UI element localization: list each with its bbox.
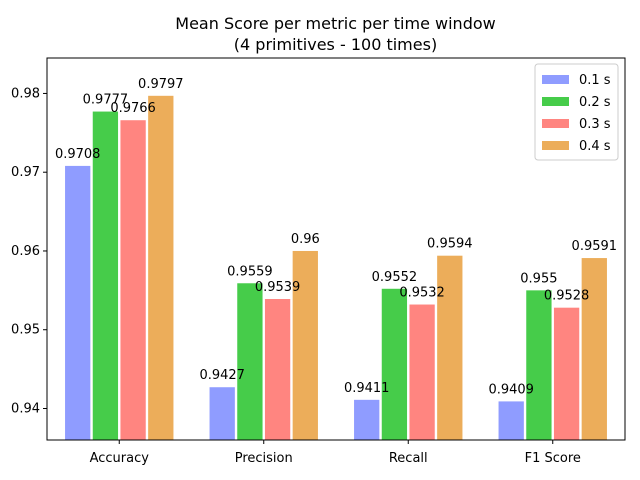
bar <box>409 304 435 440</box>
y-axis: 0.94 0.95 0.96 0.97 0.98 <box>11 86 47 416</box>
bar <box>437 255 463 440</box>
chart-title: Mean Score per metric per time window (4… <box>175 14 495 54</box>
bar-value-label: 0.96 <box>291 232 320 247</box>
x-tick-label: Accuracy <box>90 451 150 466</box>
subtitle-line: (4 primitives - 100 times) <box>234 35 437 54</box>
bar-value-label: 0.9594 <box>427 237 473 252</box>
y-tick-label: 0.98 <box>11 86 40 101</box>
bar-value-label: 0.9591 <box>572 239 618 254</box>
legend-label: 0.3 s <box>579 117 611 132</box>
title-line: Mean Score per metric per time window <box>175 14 495 33</box>
x-tick-label: F1 Score <box>525 451 581 466</box>
bar-value-label: 0.9409 <box>488 382 534 397</box>
bar <box>581 258 607 440</box>
x-tick-label: Precision <box>235 451 293 466</box>
bar <box>148 95 174 440</box>
bar <box>209 387 235 440</box>
legend-swatch <box>542 97 569 106</box>
legend-label: 0.1 s <box>579 73 611 88</box>
bar <box>526 290 552 440</box>
bar <box>381 288 408 440</box>
x-tick-label: Recall <box>389 451 428 466</box>
legend-swatch <box>542 141 569 150</box>
legend-label: 0.4 s <box>579 139 611 154</box>
bar <box>354 399 380 440</box>
bar-value-label: 0.9532 <box>399 286 445 301</box>
bar-value-labels: 0.97080.97770.97660.97970.94270.95590.95… <box>55 77 617 398</box>
bar-value-label: 0.9777 <box>83 93 129 108</box>
y-tick-label: 0.95 <box>11 323 40 338</box>
y-tick-label: 0.97 <box>11 165 40 180</box>
bar-value-label: 0.955 <box>520 271 557 286</box>
x-axis: Accuracy Precision Recall F1 Score <box>90 440 581 466</box>
bar-value-label: 0.9528 <box>544 289 590 304</box>
bar-value-label: 0.9559 <box>227 264 273 279</box>
bar <box>65 165 91 440</box>
legend: 0.1 s 0.2 s 0.3 s 0.4 s <box>534 63 619 161</box>
y-tick-label: 0.96 <box>11 244 40 259</box>
legend-label: 0.2 s <box>579 95 611 110</box>
bar-value-label: 0.9797 <box>138 77 184 92</box>
bar-value-label: 0.9552 <box>372 270 418 285</box>
bar-value-label: 0.9708 <box>55 147 101 162</box>
legend-frame <box>534 63 619 161</box>
legend-swatch <box>542 75 569 84</box>
bar <box>237 283 263 440</box>
bar <box>264 299 291 440</box>
bar-value-label: 0.9539 <box>255 280 301 295</box>
bar <box>120 120 146 440</box>
bar-value-label: 0.9427 <box>199 368 245 383</box>
bar <box>553 307 580 440</box>
bar-value-label: 0.9411 <box>344 381 390 396</box>
bars <box>65 95 607 440</box>
bar <box>292 250 318 440</box>
y-tick-label: 0.94 <box>11 401 40 416</box>
legend-swatch <box>542 119 569 128</box>
bar <box>92 111 119 440</box>
bar-value-label: 0.9766 <box>110 101 156 116</box>
bar <box>498 401 524 440</box>
plot-frame <box>46 57 626 441</box>
